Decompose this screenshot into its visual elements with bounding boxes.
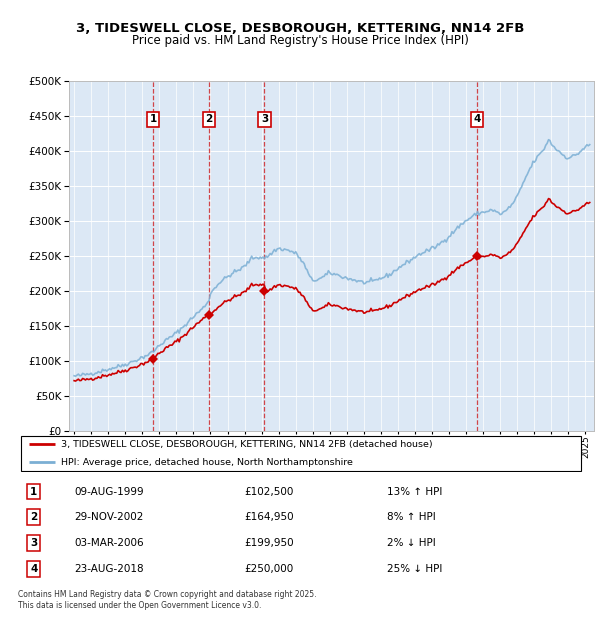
Text: 29-NOV-2002: 29-NOV-2002 <box>75 512 144 522</box>
Text: 13% ↑ HPI: 13% ↑ HPI <box>386 487 442 497</box>
Text: 2: 2 <box>205 114 212 124</box>
Text: 4: 4 <box>30 564 38 574</box>
Text: 3: 3 <box>261 114 268 124</box>
FancyBboxPatch shape <box>21 435 581 471</box>
Text: 4: 4 <box>473 114 481 124</box>
Text: 25% ↓ HPI: 25% ↓ HPI <box>386 564 442 574</box>
Text: 2% ↓ HPI: 2% ↓ HPI <box>386 538 436 548</box>
Text: 09-AUG-1999: 09-AUG-1999 <box>75 487 145 497</box>
Text: £250,000: £250,000 <box>245 564 294 574</box>
Text: 3, TIDESWELL CLOSE, DESBOROUGH, KETTERING, NN14 2FB: 3, TIDESWELL CLOSE, DESBOROUGH, KETTERIN… <box>76 22 524 35</box>
Text: Contains HM Land Registry data © Crown copyright and database right 2025.
This d: Contains HM Land Registry data © Crown c… <box>18 590 317 609</box>
Text: 3: 3 <box>30 538 38 548</box>
Text: 03-MAR-2006: 03-MAR-2006 <box>75 538 145 548</box>
Text: £164,950: £164,950 <box>245 512 295 522</box>
Text: 1: 1 <box>30 487 38 497</box>
Text: £199,950: £199,950 <box>245 538 295 548</box>
Text: 1: 1 <box>149 114 157 124</box>
Text: 2: 2 <box>30 512 38 522</box>
Text: 3, TIDESWELL CLOSE, DESBOROUGH, KETTERING, NN14 2FB (detached house): 3, TIDESWELL CLOSE, DESBOROUGH, KETTERIN… <box>61 440 432 449</box>
Text: £102,500: £102,500 <box>245 487 294 497</box>
Text: 23-AUG-2018: 23-AUG-2018 <box>75 564 145 574</box>
Text: HPI: Average price, detached house, North Northamptonshire: HPI: Average price, detached house, Nort… <box>61 458 352 467</box>
Text: 8% ↑ HPI: 8% ↑ HPI <box>386 512 436 522</box>
Text: Price paid vs. HM Land Registry's House Price Index (HPI): Price paid vs. HM Land Registry's House … <box>131 34 469 47</box>
